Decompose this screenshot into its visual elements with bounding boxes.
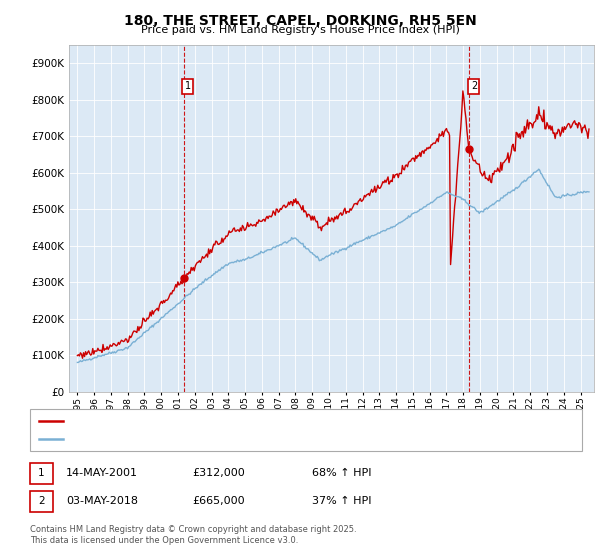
Text: 2: 2 [38, 496, 45, 506]
Text: 37% ↑ HPI: 37% ↑ HPI [312, 496, 371, 506]
Text: 14-MAY-2001: 14-MAY-2001 [66, 468, 138, 478]
Text: 1: 1 [38, 468, 45, 478]
Text: 1: 1 [185, 81, 191, 91]
Text: HPI: Average price, semi-detached house, Mole Valley: HPI: Average price, semi-detached house,… [69, 434, 332, 444]
Text: 180, THE STREET, CAPEL, DORKING, RH5 5EN: 180, THE STREET, CAPEL, DORKING, RH5 5EN [124, 14, 476, 28]
Text: 180, THE STREET, CAPEL, DORKING, RH5 5EN (semi-detached house): 180, THE STREET, CAPEL, DORKING, RH5 5EN… [69, 416, 409, 426]
Text: Contains HM Land Registry data © Crown copyright and database right 2025.
This d: Contains HM Land Registry data © Crown c… [30, 525, 356, 545]
Text: 2: 2 [471, 81, 477, 91]
Text: £312,000: £312,000 [192, 468, 245, 478]
Text: £665,000: £665,000 [192, 496, 245, 506]
Text: 03-MAY-2018: 03-MAY-2018 [66, 496, 138, 506]
Text: Price paid vs. HM Land Registry's House Price Index (HPI): Price paid vs. HM Land Registry's House … [140, 25, 460, 35]
Text: 68% ↑ HPI: 68% ↑ HPI [312, 468, 371, 478]
